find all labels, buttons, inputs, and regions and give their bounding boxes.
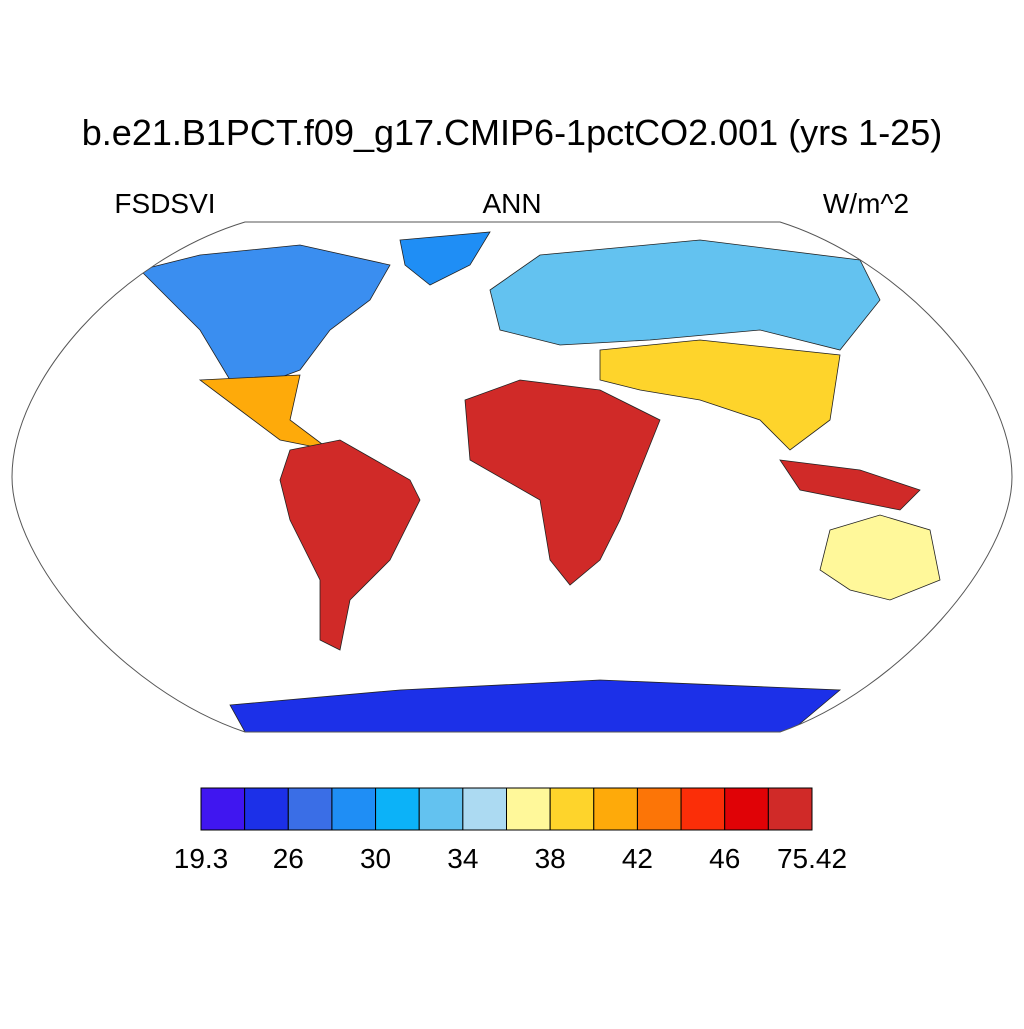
map-outline [11,221,1013,733]
color-box [593,787,638,831]
eurasia-north [489,239,881,351]
color-box [767,787,813,831]
africa [464,379,661,586]
right-label: W/m^2 [823,188,909,219]
color-box [244,787,289,831]
color-box [506,787,551,831]
north-america [139,244,391,386]
color-box [200,787,246,831]
color-box [462,787,508,831]
color-box [636,787,682,831]
colorbar-label: 75.42 [777,843,847,874]
colorbar-label: 46 [709,843,740,874]
asia-south [599,339,841,451]
left-label: FSDSVI [114,188,215,219]
colorbar: 19.3 26 30 34 38 42 46 75.42 [174,787,847,874]
colorbar-label: 30 [360,843,391,874]
south-america [279,439,421,651]
color-box [331,787,377,831]
color-box [375,787,420,831]
north-america-south [198,374,331,451]
colorbar-label: 19.3 [174,843,229,874]
greenland [399,231,491,286]
australia [819,514,941,601]
title: b.e21.B1PCT.f09_g17.CMIP6-1pctCO2.001 (y… [82,112,942,153]
center-label: ANN [482,188,541,219]
colorbar-label: 42 [622,843,653,874]
color-box [680,787,726,831]
antarctica [229,679,842,732]
map [139,231,941,732]
colorbar-label: 38 [535,843,566,874]
colorbar-label: 34 [447,843,478,874]
maritime-asia [779,459,921,511]
color-box [549,787,595,831]
color-box [418,787,464,831]
colorbar-label: 26 [273,843,304,874]
color-box [724,787,769,831]
color-box [287,787,333,831]
